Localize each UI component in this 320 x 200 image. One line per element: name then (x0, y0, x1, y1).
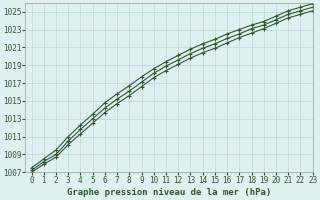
X-axis label: Graphe pression niveau de la mer (hPa): Graphe pression niveau de la mer (hPa) (67, 188, 271, 197)
